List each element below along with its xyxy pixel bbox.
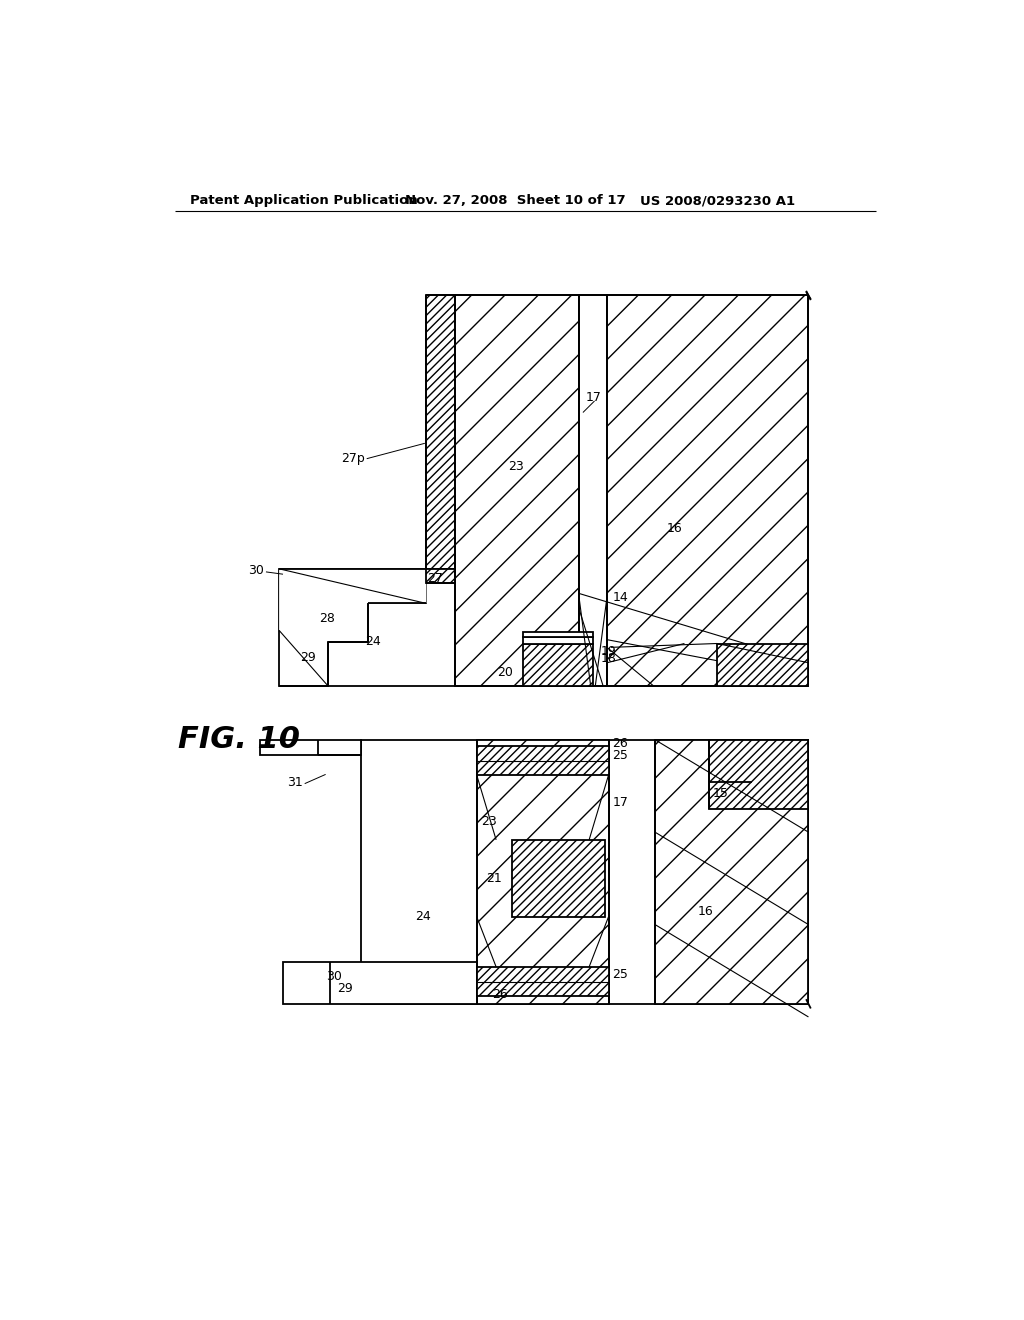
Bar bbox=[426, 569, 455, 582]
Text: 20: 20 bbox=[498, 667, 513, 680]
Bar bbox=[717, 644, 809, 686]
Text: 16: 16 bbox=[697, 906, 714, 917]
Text: 23: 23 bbox=[480, 814, 497, 828]
Text: 24: 24 bbox=[366, 635, 381, 648]
Text: 24: 24 bbox=[415, 911, 430, 924]
Text: 19: 19 bbox=[601, 644, 616, 657]
Bar bbox=[455, 296, 579, 686]
Text: Patent Application Publication: Patent Application Publication bbox=[190, 194, 418, 207]
Bar bbox=[523, 632, 593, 638]
Text: Nov. 27, 2008  Sheet 10 of 17: Nov. 27, 2008 Sheet 10 of 17 bbox=[406, 194, 626, 207]
Bar bbox=[477, 739, 608, 1003]
Bar bbox=[426, 296, 809, 686]
Text: 26: 26 bbox=[612, 737, 628, 750]
Text: 28: 28 bbox=[318, 612, 335, 626]
Text: 27: 27 bbox=[427, 572, 443, 585]
Bar bbox=[579, 296, 607, 686]
Bar bbox=[477, 966, 608, 997]
Bar bbox=[360, 739, 809, 1003]
Text: 17: 17 bbox=[586, 391, 601, 404]
Bar bbox=[477, 746, 608, 775]
Bar bbox=[607, 296, 809, 686]
Text: 29: 29 bbox=[337, 982, 353, 995]
Bar bbox=[655, 739, 809, 1003]
Text: 30: 30 bbox=[248, 564, 263, 577]
Text: 17: 17 bbox=[612, 796, 629, 809]
Text: 21: 21 bbox=[486, 871, 503, 884]
Text: 25: 25 bbox=[612, 968, 629, 981]
Bar bbox=[283, 961, 477, 1003]
Text: 15: 15 bbox=[713, 787, 729, 800]
Text: 30: 30 bbox=[326, 970, 341, 983]
Text: 16: 16 bbox=[667, 521, 682, 535]
Text: 14: 14 bbox=[612, 591, 628, 603]
Bar bbox=[260, 739, 360, 755]
Text: 23: 23 bbox=[508, 459, 523, 473]
Text: 31: 31 bbox=[287, 776, 302, 788]
Bar bbox=[512, 840, 604, 917]
Polygon shape bbox=[280, 569, 426, 686]
Bar bbox=[523, 644, 593, 686]
Text: 25: 25 bbox=[612, 748, 629, 762]
Polygon shape bbox=[280, 569, 426, 631]
Text: 27p: 27p bbox=[341, 453, 365, 465]
Bar bbox=[710, 739, 809, 809]
Text: 29: 29 bbox=[300, 651, 315, 664]
Bar bbox=[426, 296, 455, 569]
Text: US 2008/0293230 A1: US 2008/0293230 A1 bbox=[640, 194, 795, 207]
Text: FIG. 10: FIG. 10 bbox=[178, 725, 300, 754]
Text: 18: 18 bbox=[601, 652, 616, 665]
Bar bbox=[523, 638, 593, 644]
Text: 26: 26 bbox=[493, 989, 508, 1001]
